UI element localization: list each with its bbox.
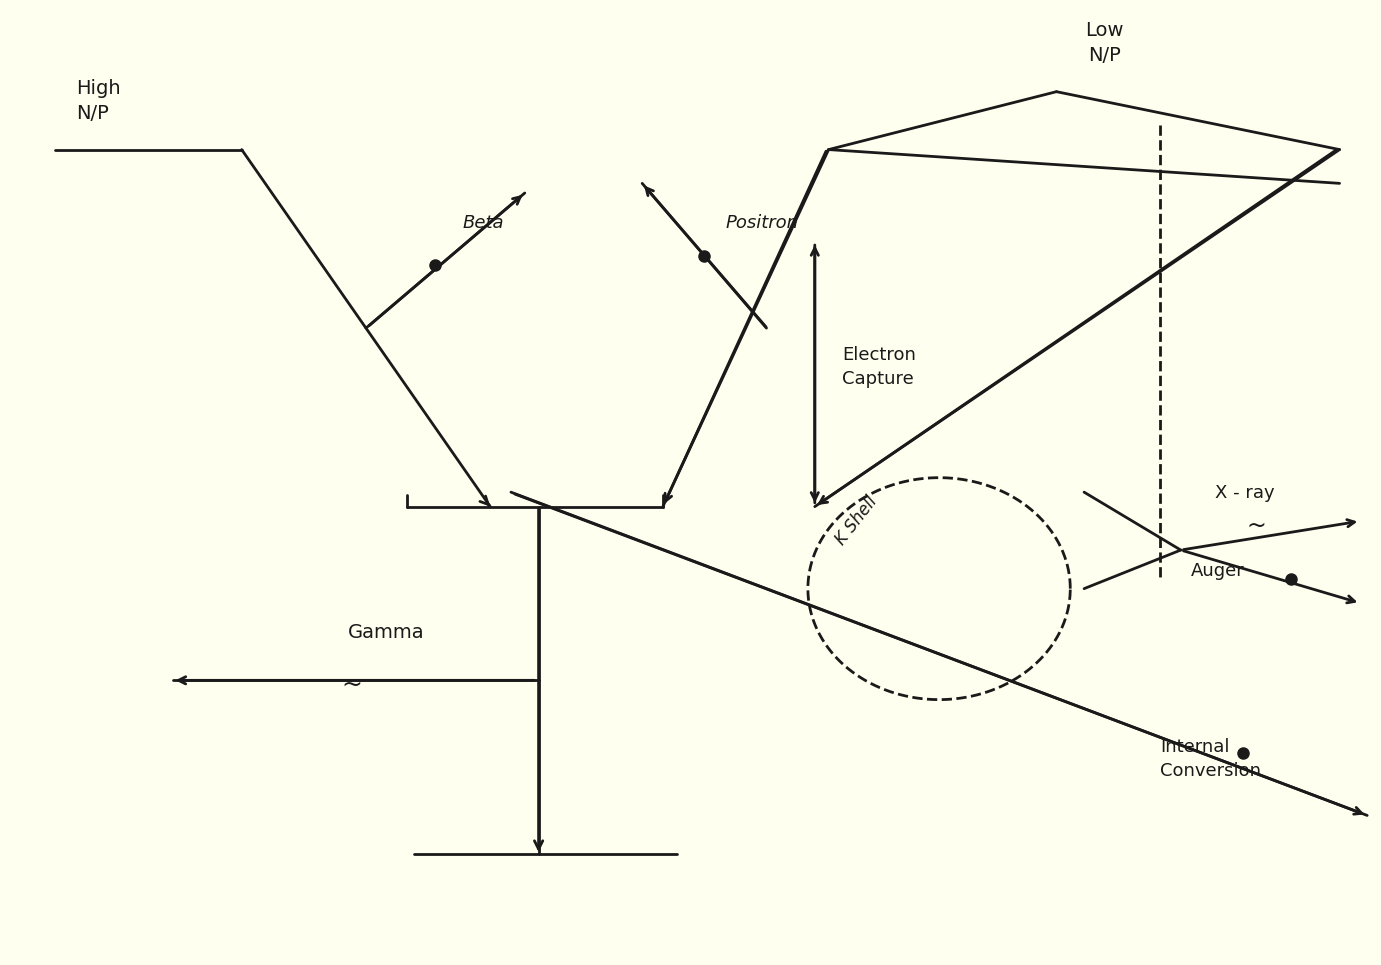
Text: Gamma: Gamma xyxy=(348,622,425,642)
Text: Beta: Beta xyxy=(463,213,504,232)
Text: Low
N/P: Low N/P xyxy=(1085,21,1124,66)
Text: Positron: Positron xyxy=(725,213,798,232)
Text: Electron
Capture: Electron Capture xyxy=(842,345,916,388)
Text: High
N/P: High N/P xyxy=(76,79,120,124)
Text: K Shell: K Shell xyxy=(831,493,881,549)
Text: Internal
Conversion: Internal Conversion xyxy=(1160,738,1261,780)
Text: X - ray: X - ray xyxy=(1215,483,1275,502)
Text: ~: ~ xyxy=(1247,514,1266,538)
Text: Auger: Auger xyxy=(1190,562,1244,580)
Text: ~: ~ xyxy=(341,674,363,697)
